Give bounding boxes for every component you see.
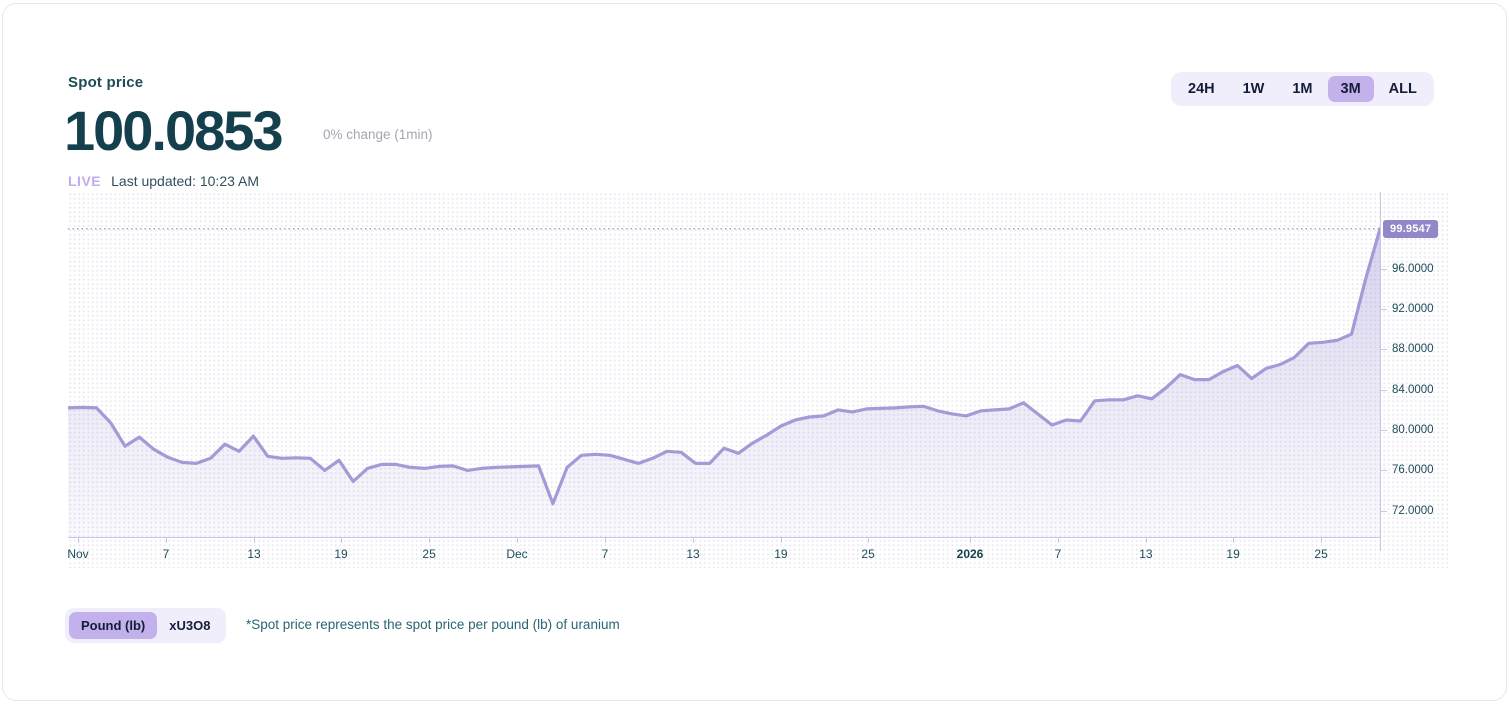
time-range-selector: 24H 1W 1M 3M ALL xyxy=(1171,72,1434,106)
y-axis-label: 92.0000 xyxy=(1392,303,1434,315)
x-axis-tick xyxy=(1145,538,1147,543)
x-axis-label: 7 xyxy=(1054,547,1062,561)
current-price: 100.0853 xyxy=(64,99,284,162)
x-axis-tick xyxy=(166,538,167,543)
range-button-3m[interactable]: 3M xyxy=(1327,76,1374,102)
x-axis-tick xyxy=(1058,538,1059,543)
y-axis-tick xyxy=(1381,430,1387,432)
x-axis-label: 25 xyxy=(1314,547,1328,561)
x-axis-label: Nov xyxy=(67,547,89,561)
spot-price-card: Spot price 100.0853 0% change (1min) LIV… xyxy=(2,3,1507,701)
y-axis-extension xyxy=(1380,537,1381,551)
x-axis-label: 13 xyxy=(686,547,700,561)
range-button-all[interactable]: ALL xyxy=(1388,81,1417,97)
range-button-1m[interactable]: 1M xyxy=(1292,81,1313,97)
x-axis-tick xyxy=(517,538,518,543)
x-axis-label: 2026 xyxy=(956,547,984,561)
x-axis-label: 25 xyxy=(861,547,875,561)
unit-button-xu3o8[interactable]: xU3O8 xyxy=(169,618,211,633)
spot-price-footnote: *Spot price represents the spot price pe… xyxy=(246,617,620,632)
chart-area: 96.0000 92.0000 88.0000 84.0000 80.0000 76.00… xyxy=(67,192,1450,568)
x-axis-label: 13 xyxy=(1139,547,1153,561)
x-axis-label: 19 xyxy=(334,547,348,561)
x-axis-label: 13 xyxy=(247,547,261,561)
x-axis-tick xyxy=(1233,538,1235,543)
chart-svg[interactable] xyxy=(68,192,1380,537)
unit-toggle: Pound (lb) xU3O8 xyxy=(65,608,227,643)
y-axis-tick xyxy=(1381,268,1387,270)
x-axis-label: 19 xyxy=(774,547,788,561)
x-axis-tick xyxy=(780,538,782,543)
x-axis-label: 7 xyxy=(162,547,170,561)
area-fill xyxy=(68,228,1380,537)
y-axis-label: 96.0000 xyxy=(1392,262,1434,275)
x-axis-tick xyxy=(78,538,79,543)
x-axis-label: Dec xyxy=(506,547,528,561)
x-axis-tick xyxy=(868,538,870,543)
price-change: 0% change (1min) xyxy=(323,127,433,142)
y-axis-tick xyxy=(1381,470,1387,472)
y-axis-label: 80.0000 xyxy=(1392,424,1434,437)
x-axis-label: 25 xyxy=(422,547,436,561)
page-title: Spot price xyxy=(68,74,144,91)
x-axis-tick xyxy=(1321,538,1323,543)
current-price-badge: 99.9547 xyxy=(1383,219,1439,238)
price-line xyxy=(68,227,1380,506)
x-axis-tick xyxy=(605,538,606,543)
last-updated-text: Last updated: 10:23 AM xyxy=(111,173,260,189)
x-axis-label: 7 xyxy=(601,547,609,561)
price-area-chart[interactable] xyxy=(68,192,1381,538)
y-axis-label: 76.0000 xyxy=(1392,464,1434,477)
y-axis-label: 72.0000 xyxy=(1392,504,1434,517)
x-axis-tick xyxy=(693,538,694,543)
x-axis-tick xyxy=(429,538,431,543)
x-axis-tick xyxy=(254,538,255,543)
x-axis-tick xyxy=(341,538,342,543)
y-axis-tick xyxy=(1381,349,1387,351)
live-badge: LIVE xyxy=(68,173,102,189)
y-axis-tick xyxy=(1381,309,1387,310)
x-axis-label: 19 xyxy=(1226,547,1240,561)
y-axis-tick xyxy=(1381,389,1387,391)
live-status-row: LIVE Last updated: 10:23 AM xyxy=(68,173,259,189)
y-axis-label: 84.0000 xyxy=(1392,383,1434,396)
x-axis-tick xyxy=(970,538,971,543)
range-button-1w[interactable]: 1W xyxy=(1242,81,1265,97)
unit-button-pound-lb[interactable]: Pound (lb) xyxy=(69,612,158,639)
y-axis-label: 88.0000 xyxy=(1392,343,1434,356)
y-axis-tick xyxy=(1381,510,1387,512)
range-button-24h[interactable]: 24H xyxy=(1188,81,1215,97)
